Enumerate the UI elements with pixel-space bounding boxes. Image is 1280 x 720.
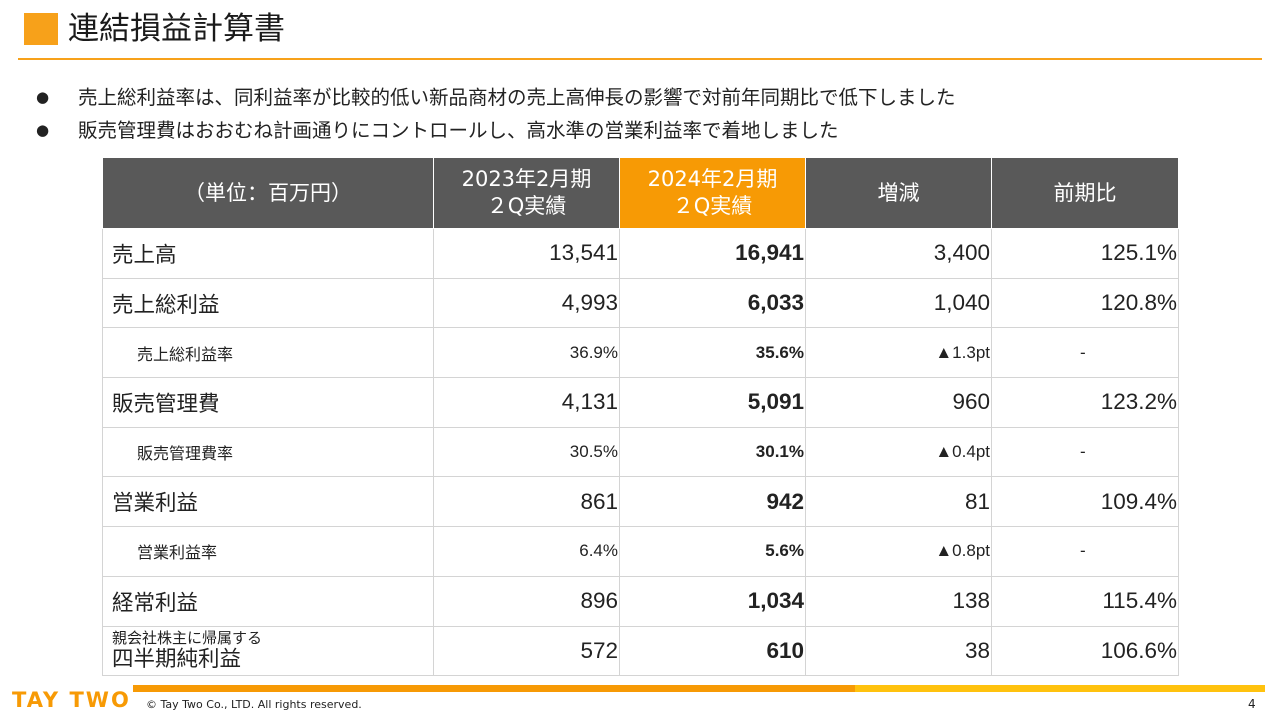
header-curr-period: 2024年2月期 ２Q実績	[619, 157, 806, 229]
cell-change: 3,400	[805, 228, 992, 279]
cell-yoy: 125.1%	[991, 228, 1179, 279]
cell-yoy: -	[991, 426, 1179, 478]
cell-prev: 6.4%	[433, 526, 620, 577]
title-marker	[24, 13, 58, 45]
logo-text: TAY TWO	[12, 688, 131, 712]
cell-change: 138	[805, 575, 992, 627]
copyright-notice: © Tay Two Co., LTD. All rights reserved.	[146, 698, 362, 711]
row-label: 販売管理費	[102, 377, 434, 428]
cell-prev: 36.9%	[433, 327, 620, 379]
header-curr-line2: ２Q実績	[672, 194, 753, 218]
table-row: 経常利益 896 1,034 138 115.4%	[102, 575, 1179, 627]
cell-prev: 4,131	[433, 377, 620, 428]
footer-bar-yellow	[855, 685, 1265, 692]
cell-change: ▲0.8pt	[805, 526, 992, 577]
cell-curr: 5,091	[619, 377, 806, 428]
title-divider	[18, 58, 1262, 60]
table-row: 売上総利益 4,993 6,033 1,040 120.8%	[102, 277, 1179, 329]
header-yoy: 前期比	[991, 157, 1179, 229]
cell-curr: 35.6%	[619, 327, 806, 379]
cell-curr: 16,941	[619, 228, 806, 279]
bullet-dot-icon: ●	[36, 121, 50, 139]
header-prev-line2: ２Q実績	[486, 194, 567, 218]
cell-curr: 942	[619, 476, 806, 528]
row-label-line1: 親会社株主に帰属する	[112, 628, 263, 647]
cell-change: ▲0.4pt	[805, 426, 992, 478]
row-label: 親会社株主に帰属する 四半期純利益	[102, 625, 434, 677]
table-row: 売上総利益率 36.9% 35.6% ▲1.3pt -	[102, 327, 1179, 379]
table-row: 親会社株主に帰属する 四半期純利益 572 610 38 106.6%	[102, 625, 1179, 677]
cell-curr: 610	[619, 625, 806, 677]
cell-curr: 1,034	[619, 575, 806, 627]
row-label: 営業利益率	[102, 526, 434, 577]
cell-change: ▲1.3pt	[805, 327, 992, 379]
cell-yoy: -	[991, 526, 1179, 577]
cell-yoy: 106.6%	[991, 625, 1179, 677]
bullet-text: 販売管理費はおおむね計画通りにコントロールし、高水準の営業利益率で着地しました	[78, 119, 839, 142]
cell-prev: 896	[433, 575, 620, 627]
income-statement-table: （単位：百万円） 2023年2月期 ２Q実績 2024年2月期 ２Q実績 増減 …	[102, 157, 1179, 677]
cell-yoy: 115.4%	[991, 575, 1179, 627]
cell-prev: 861	[433, 476, 620, 528]
header-change: 増減	[805, 157, 992, 229]
table-row: 営業利益 861 942 81 109.4%	[102, 476, 1179, 528]
header-prev-line1: 2023年2月期	[461, 167, 592, 191]
cell-change: 81	[805, 476, 992, 528]
cell-prev: 13,541	[433, 228, 620, 279]
header-prev-period: 2023年2月期 ２Q実績	[433, 157, 620, 229]
table-header-row: （単位：百万円） 2023年2月期 ２Q実績 2024年2月期 ２Q実績 増減 …	[102, 157, 1179, 229]
header-unit: （単位：百万円）	[102, 157, 434, 229]
bullet-dot-icon: ●	[36, 88, 50, 106]
cell-change: 38	[805, 625, 992, 677]
bullet-item: ● 売上総利益率は、同利益率が比較的低い新品商材の売上高伸長の影響で対前年同期比で…	[36, 84, 956, 111]
row-label: 営業利益	[102, 476, 434, 528]
row-label-line2: 四半期純利益	[112, 646, 242, 672]
cell-prev: 4,993	[433, 277, 620, 329]
row-label: 経常利益	[102, 575, 434, 627]
cell-curr: 6,033	[619, 277, 806, 329]
row-label: 売上総利益	[102, 277, 434, 329]
row-label: 売上総利益率	[102, 327, 434, 379]
bullet-item: ● 販売管理費はおおむね計画通りにコントロールし、高水準の営業利益率で着地しました	[36, 117, 839, 144]
page-number: 4	[1248, 697, 1256, 711]
cell-curr: 5.6%	[619, 526, 806, 577]
table-row: 販売管理費 4,131 5,091 960 123.2%	[102, 377, 1179, 428]
cell-change: 960	[805, 377, 992, 428]
cell-yoy: -	[991, 327, 1179, 379]
header-curr-line1: 2024年2月期	[647, 167, 778, 191]
row-label: 売上高	[102, 228, 434, 279]
bullet-text: 売上総利益率は、同利益率が比較的低い新品商材の売上高伸長の影響で対前年同期比で低…	[78, 86, 956, 109]
table-row: 営業利益率 6.4% 5.6% ▲0.8pt -	[102, 526, 1179, 577]
footer-bar-orange	[133, 685, 855, 692]
cell-prev: 572	[433, 625, 620, 677]
company-logo: TAY TWO	[12, 685, 131, 715]
table-row: 売上高 13,541 16,941 3,400 125.1%	[102, 228, 1179, 279]
cell-yoy: 123.2%	[991, 377, 1179, 428]
row-label: 販売管理費率	[102, 426, 434, 478]
slide-title: 連結損益計算書	[68, 11, 285, 47]
cell-change: 1,040	[805, 277, 992, 329]
table-row: 販売管理費率 30.5% 30.1% ▲0.4pt -	[102, 426, 1179, 478]
cell-yoy: 120.8%	[991, 277, 1179, 329]
cell-prev: 30.5%	[433, 426, 620, 478]
cell-yoy: 109.4%	[991, 476, 1179, 528]
cell-curr: 30.1%	[619, 426, 806, 478]
